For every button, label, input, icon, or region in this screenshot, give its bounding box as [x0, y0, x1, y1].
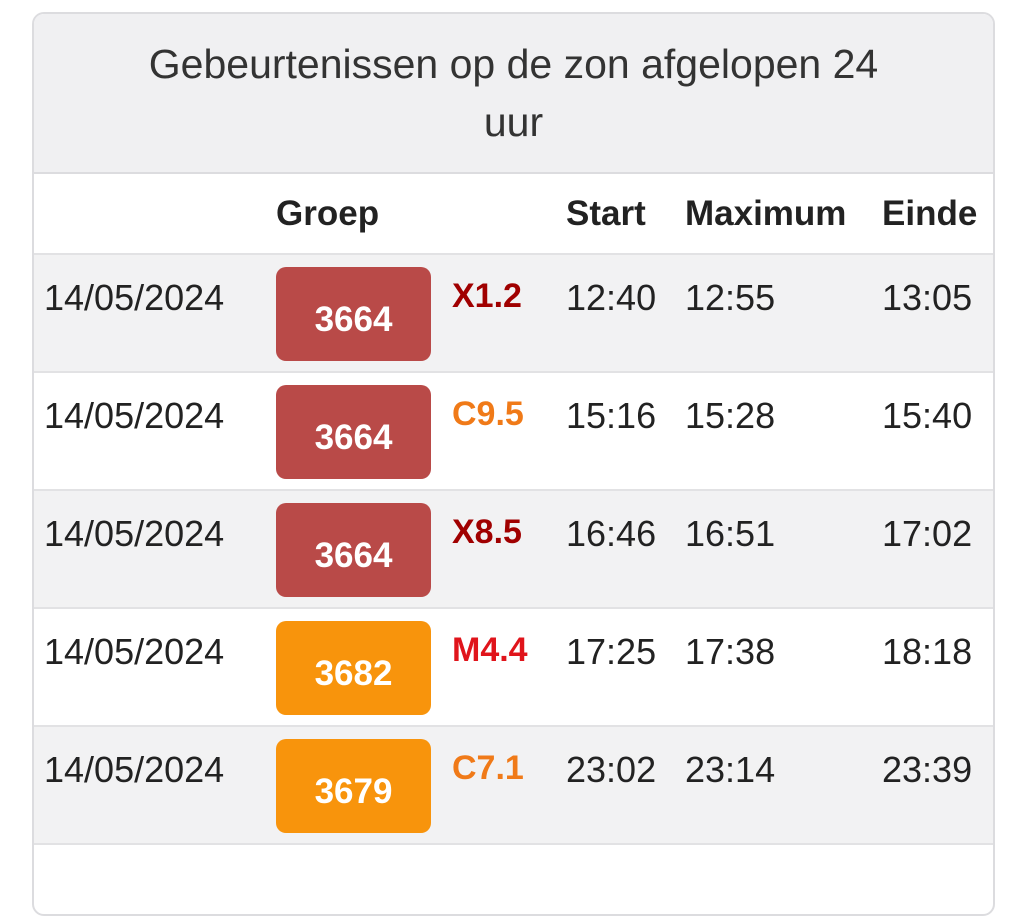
solar-events-card: Gebeurtenissen op de zon afgelopen 24 uu… — [32, 12, 995, 916]
header-maximum: Maximum — [685, 194, 847, 233]
event-date: 14/05/2024 — [44, 513, 225, 554]
maximum-time: 12:55 — [685, 277, 776, 318]
header-group: Groep — [276, 194, 380, 233]
event-date: 14/05/2024 — [44, 749, 225, 790]
end-time: 13:05 — [882, 277, 973, 318]
table-header: Groep Start Maximum Einde — [34, 174, 993, 255]
group-badge[interactable]: 3664 — [276, 503, 431, 597]
group-badge[interactable]: 3664 — [276, 267, 431, 361]
end-time: 15:40 — [882, 395, 973, 436]
maximum-time: 16:51 — [685, 513, 776, 554]
card-title: Gebeurtenissen op de zon afgelopen 24 uu… — [34, 14, 993, 174]
table-row: 14/05/2024 3664 X8.5 16:46 16:51 17:02 — [34, 491, 993, 609]
event-date: 14/05/2024 — [44, 277, 225, 318]
end-time: 17:02 — [882, 513, 973, 554]
maximum-time: 17:38 — [685, 631, 776, 672]
start-time: 17:25 — [566, 631, 657, 672]
maximum-time: 15:28 — [685, 395, 776, 436]
header-end: Einde — [882, 194, 978, 233]
flare-class: X8.5 — [452, 513, 522, 551]
group-badge[interactable]: 3682 — [276, 621, 431, 715]
table-row: 14/05/2024 3679 C7.1 23:02 23:14 23:39 — [34, 727, 993, 845]
end-time: 23:39 — [882, 749, 973, 790]
start-time: 12:40 — [566, 277, 657, 318]
event-date: 14/05/2024 — [44, 395, 225, 436]
table-row: 14/05/2024 3664 X1.2 12:40 12:55 13:05 — [34, 255, 993, 373]
start-time: 16:46 — [566, 513, 657, 554]
maximum-time: 23:14 — [685, 749, 776, 790]
flare-class: X1.2 — [452, 277, 522, 315]
header-start: Start — [566, 194, 646, 233]
group-badge[interactable]: 3679 — [276, 739, 431, 833]
flare-class: M4.4 — [452, 631, 528, 669]
table-row: 14/05/2024 3682 M4.4 17:25 17:38 18:18 — [34, 609, 993, 727]
flare-class: C9.5 — [452, 395, 524, 433]
group-badge[interactable]: 3664 — [276, 385, 431, 479]
end-time: 18:18 — [882, 631, 973, 672]
event-date: 14/05/2024 — [44, 631, 225, 672]
start-time: 23:02 — [566, 749, 657, 790]
flare-class: C7.1 — [452, 749, 524, 787]
start-time: 15:16 — [566, 395, 657, 436]
table-row: 14/05/2024 3664 C9.5 15:16 15:28 15:40 — [34, 373, 993, 491]
